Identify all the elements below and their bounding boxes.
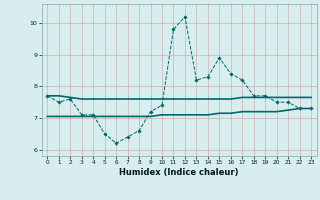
X-axis label: Humidex (Indice chaleur): Humidex (Indice chaleur) (119, 168, 239, 177)
